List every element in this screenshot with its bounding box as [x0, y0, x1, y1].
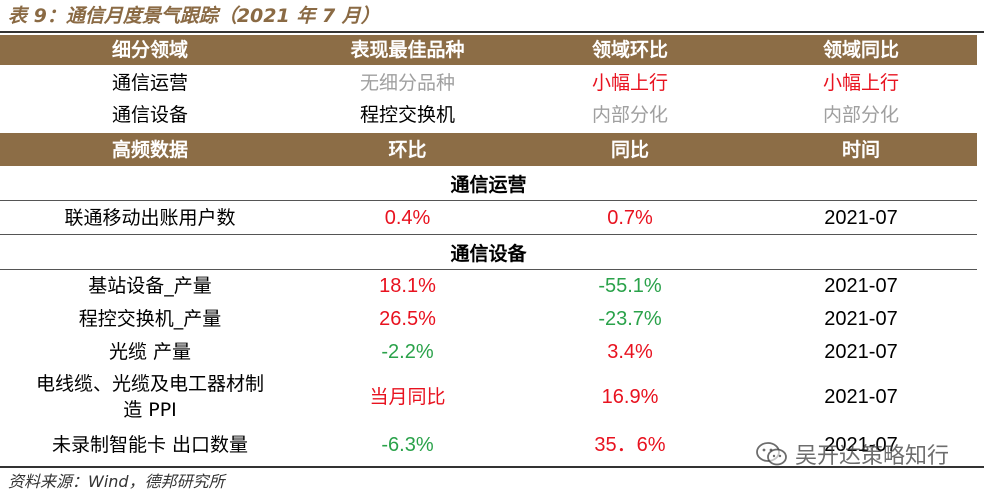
header-sector: 细分领域 [111, 39, 188, 61]
item-mom: 18.1% [379, 275, 436, 297]
item-yoy: 3.4% [607, 340, 653, 363]
table-row: 电线缆、光缆及电工器材制 造 PPI 当月同比 16.9% 2021-07 [0, 368, 977, 426]
item-yoy: 35．6% [594, 434, 666, 456]
sector-name: 通信运营 [111, 72, 188, 94]
item-time: 2021-07 [824, 275, 898, 297]
item-time: 2021-07 [824, 386, 898, 408]
sector-mom: 内部分化 [591, 104, 668, 126]
item-yoy: -55.1% [598, 275, 662, 297]
table-row: 未录制智能卡 出口数量 -6.3% 35．6% 2021-07 [0, 426, 977, 464]
item-mom: -2.2% [381, 340, 434, 363]
table-row: 光缆 产量 -2.2% 3.4% 2021-07 [0, 335, 977, 368]
summary-header: 细分领域 表现最佳品种 领域环比 领域同比 [0, 35, 977, 65]
item-time: 2021-07 [824, 206, 898, 229]
table-row: 程控交换机_产量 26.5% -23.7% 2021-07 [0, 302, 977, 335]
item-mom: -6.3% [381, 434, 434, 456]
item-mom: 26.5% [379, 307, 436, 330]
item-name: 电线缆、光缆及电工器材制 造 PPI [0, 368, 300, 426]
watermark: 吴开达策略知行 [755, 438, 949, 470]
item-name: 基站设备_产量 [88, 275, 212, 297]
divider [0, 269, 977, 270]
item-time: 2021-07 [824, 340, 898, 363]
item-yoy: -23.7% [598, 307, 662, 330]
header-yoy: 领域同比 [822, 39, 899, 61]
divider [0, 234, 977, 235]
header-yoy: 同比 [610, 138, 649, 161]
best-variety: 无细分品种 [359, 72, 455, 94]
section-title: 通信运营 [450, 174, 527, 196]
sector-mom: 小幅上行 [591, 72, 668, 94]
source-note: 资料来源：Wind，德邦研究所 [8, 472, 225, 491]
sector-name: 通信设备 [111, 104, 188, 126]
watermark-text: 吴开达策略知行 [795, 444, 950, 469]
header-mom: 环比 [388, 138, 427, 161]
table-title: 表 9：通信月度景气跟踪（2021 年 7 月） [8, 5, 380, 27]
item-name-line2: 造 PPI [123, 399, 177, 421]
header-best: 表现最佳品种 [350, 39, 465, 61]
item-yoy: 16.9% [601, 386, 659, 408]
table-row: 基站设备_产量 18.1% -55.1% 2021-07 [0, 270, 977, 302]
bottom-rule [0, 466, 984, 468]
item-name: 光缆 产量 [108, 340, 192, 363]
item-time: 2021-07 [824, 307, 898, 330]
item-yoy: 0.7% [607, 206, 653, 229]
best-variety: 程控交换机 [359, 104, 455, 126]
highfreq-header: 高频数据 环比 同比 时间 [0, 133, 977, 166]
item-name: 未录制智能卡 出口数量 [51, 434, 249, 456]
item-mom: 0.4% [384, 206, 431, 229]
table-row: 通信运营 无细分品种 小幅上行 小幅上行 [0, 67, 977, 99]
sector-yoy: 内部分化 [822, 104, 899, 126]
item-name-line1: 电线缆、光缆及电工器材制 [35, 373, 264, 395]
table-row: 通信设备 程控交换机 内部分化 内部分化 [0, 99, 977, 131]
section-title: 通信设备 [450, 242, 527, 265]
header-item: 高频数据 [111, 138, 188, 161]
item-name: 程控交换机_产量 [78, 307, 222, 330]
item-name: 联通移动出账用户数 [64, 206, 236, 229]
wechat-icon [756, 442, 787, 466]
table-row: 联通移动出账用户数 0.4% 0.7% 2021-07 [0, 201, 977, 234]
divider [0, 200, 977, 201]
item-time: 2021-07 [824, 434, 898, 456]
header-mom: 领域环比 [591, 39, 668, 61]
sector-yoy: 小幅上行 [822, 72, 899, 94]
header-time: 时间 [841, 138, 880, 161]
top-rule [0, 31, 984, 33]
item-mom: 当月同比 [369, 386, 446, 408]
